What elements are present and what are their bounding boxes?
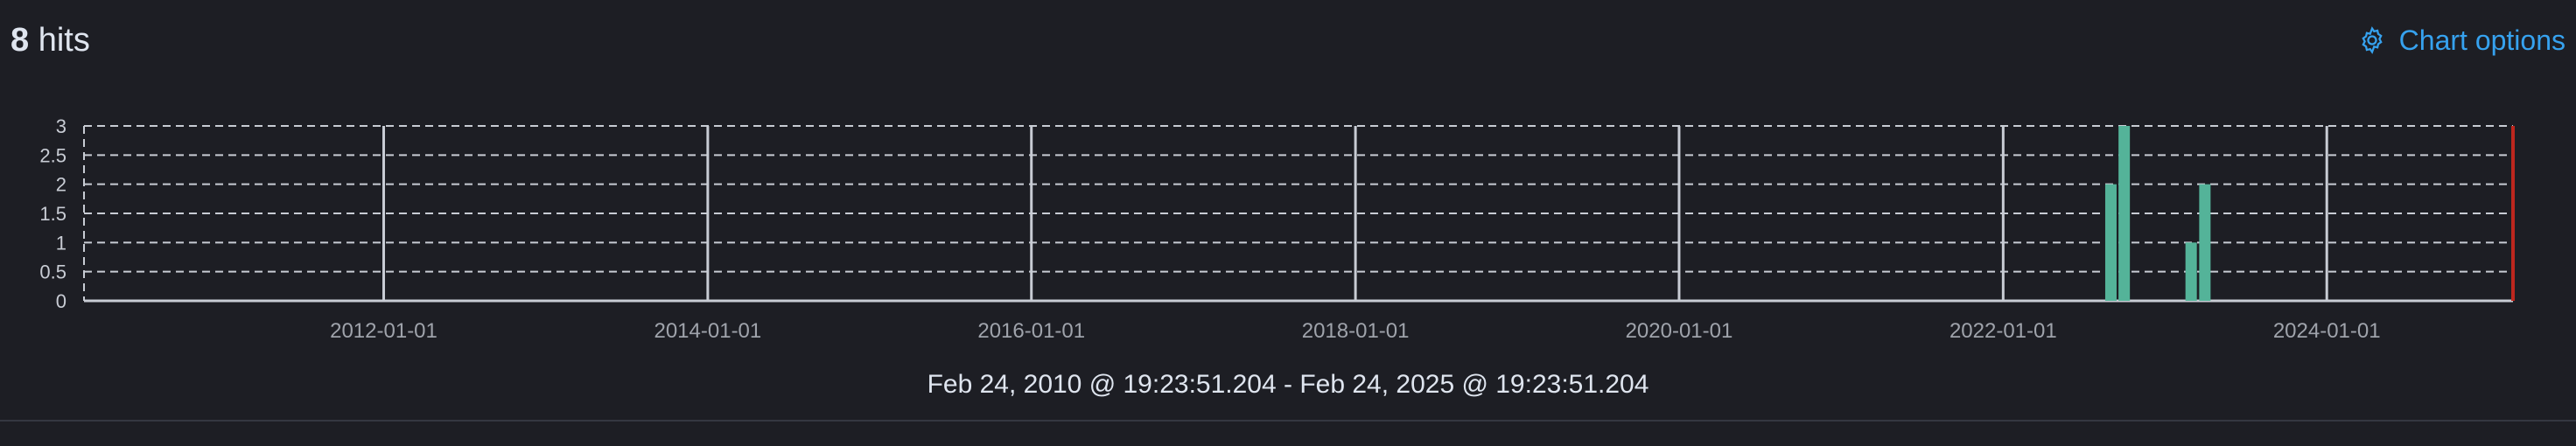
histogram-bars[interactable]	[2104, 126, 2211, 301]
time-range-label: Feb 24, 2010 @ 19:23:51.204 - Feb 24, 20…	[927, 370, 1649, 399]
y-axis: 0 0.5 1 1.5 2 2.5 3	[39, 115, 66, 312]
histogram-bar[interactable]	[2199, 184, 2211, 301]
x-tick-label: 2014-01-01	[654, 319, 761, 343]
horizontal-gridlines	[84, 125, 2513, 303]
x-tick-label: 2016-01-01	[977, 319, 1085, 343]
chart-options-label: Chart options	[2398, 24, 2566, 56]
x-axis: 2012-01-01 2014-01-01 2016-01-01 2018-01-01…	[330, 319, 2380, 343]
hits-counter: 8 hits	[10, 16, 90, 65]
y-tick-label: 0.5	[39, 261, 66, 283]
x-tick-label: 2012-01-01	[330, 319, 438, 343]
divider	[0, 420, 2576, 422]
gear-icon	[2357, 25, 2387, 55]
x-tick-label: 2024-01-01	[2273, 319, 2381, 343]
chart-options-button[interactable]: Chart options	[2357, 19, 2566, 61]
histogram-chart[interactable]: 0 0.5 1 1.5 2 2.5 3 2012-01-01 2014-01-01 2016-0…	[0, 96, 2576, 376]
vertical-gridlines	[83, 126, 2328, 301]
hits-label: hits	[38, 22, 90, 59]
hits-count: 8	[10, 22, 30, 59]
y-tick-label: 3	[56, 115, 66, 137]
histogram-bar[interactable]	[2104, 184, 2117, 301]
y-tick-label: 1.5	[39, 203, 66, 225]
x-tick-label: 2022-01-01	[1950, 319, 2057, 343]
x-tick-label: 2018-01-01	[1302, 319, 1410, 343]
histogram-bar[interactable]	[2118, 126, 2131, 301]
y-tick-label: 2	[56, 174, 66, 196]
histogram-bar[interactable]	[2185, 242, 2197, 301]
y-tick-label: 1	[56, 232, 66, 254]
x-tick-label: 2020-01-01	[1626, 319, 1733, 343]
y-tick-label: 0	[56, 290, 66, 312]
y-tick-label: 2.5	[39, 144, 66, 166]
